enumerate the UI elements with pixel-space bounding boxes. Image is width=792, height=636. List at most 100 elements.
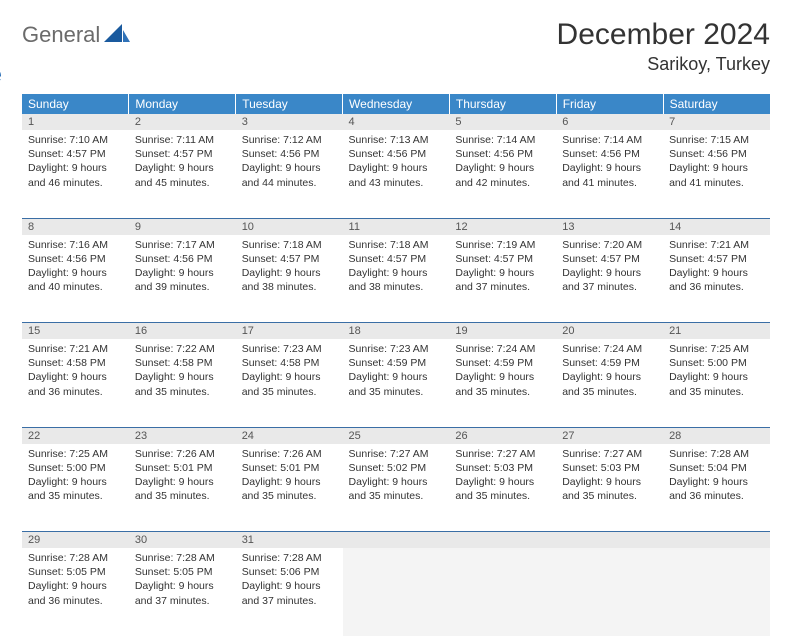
calendar-cell-num: 31 bbox=[236, 532, 343, 549]
calendar-cell-num: 25 bbox=[343, 427, 450, 444]
calendar-cell: Sunrise: 7:10 AMSunset: 4:57 PMDaylight:… bbox=[22, 130, 129, 218]
weekday-header: Sunday bbox=[22, 94, 129, 114]
day-number-empty bbox=[556, 532, 663, 548]
calendar-cell-num: 30 bbox=[129, 532, 236, 549]
day-number: 16 bbox=[129, 323, 236, 339]
calendar-cell-num: 12 bbox=[449, 218, 556, 235]
calendar-cell-num: 8 bbox=[22, 218, 129, 235]
calendar-cell-num: 9 bbox=[129, 218, 236, 235]
day-data: Sunrise: 7:23 AMSunset: 4:59 PMDaylight:… bbox=[343, 339, 450, 405]
location: Sarikoy, Turkey bbox=[557, 54, 770, 75]
day-data: Sunrise: 7:28 AMSunset: 5:05 PMDaylight:… bbox=[129, 548, 236, 614]
day-data: Sunrise: 7:16 AMSunset: 4:56 PMDaylight:… bbox=[22, 235, 129, 301]
day-data: Sunrise: 7:18 AMSunset: 4:57 PMDaylight:… bbox=[343, 235, 450, 301]
day-data: Sunrise: 7:17 AMSunset: 4:56 PMDaylight:… bbox=[129, 235, 236, 301]
calendar-cell-num: 3 bbox=[236, 114, 343, 130]
calendar-cell-num bbox=[449, 532, 556, 549]
day-data: Sunrise: 7:13 AMSunset: 4:56 PMDaylight:… bbox=[343, 130, 450, 196]
day-data: Sunrise: 7:19 AMSunset: 4:57 PMDaylight:… bbox=[449, 235, 556, 301]
calendar-cell-num: 13 bbox=[556, 218, 663, 235]
day-data: Sunrise: 7:14 AMSunset: 4:56 PMDaylight:… bbox=[449, 130, 556, 196]
day-number: 18 bbox=[343, 323, 450, 339]
day-number: 22 bbox=[22, 428, 129, 444]
day-data: Sunrise: 7:20 AMSunset: 4:57 PMDaylight:… bbox=[556, 235, 663, 301]
day-data: Sunrise: 7:28 AMSunset: 5:06 PMDaylight:… bbox=[236, 548, 343, 614]
calendar-cell: Sunrise: 7:17 AMSunset: 4:56 PMDaylight:… bbox=[129, 235, 236, 323]
day-data: Sunrise: 7:28 AMSunset: 5:05 PMDaylight:… bbox=[22, 548, 129, 614]
day-data: Sunrise: 7:25 AMSunset: 5:00 PMDaylight:… bbox=[22, 444, 129, 510]
day-number: 5 bbox=[449, 114, 556, 130]
calendar-cell: Sunrise: 7:28 AMSunset: 5:05 PMDaylight:… bbox=[22, 548, 129, 636]
calendar-cell-num: 14 bbox=[663, 218, 770, 235]
calendar-cell: Sunrise: 7:21 AMSunset: 4:58 PMDaylight:… bbox=[22, 339, 129, 427]
day-data: Sunrise: 7:21 AMSunset: 4:58 PMDaylight:… bbox=[22, 339, 129, 405]
day-number-empty bbox=[449, 532, 556, 548]
day-number: 31 bbox=[236, 532, 343, 548]
calendar-cell-num: 16 bbox=[129, 323, 236, 340]
calendar-cell-num: 28 bbox=[663, 427, 770, 444]
calendar-cell: Sunrise: 7:27 AMSunset: 5:03 PMDaylight:… bbox=[556, 444, 663, 532]
day-data: Sunrise: 7:10 AMSunset: 4:57 PMDaylight:… bbox=[22, 130, 129, 196]
day-number: 23 bbox=[129, 428, 236, 444]
calendar-cell: Sunrise: 7:28 AMSunset: 5:06 PMDaylight:… bbox=[236, 548, 343, 636]
day-number: 29 bbox=[22, 532, 129, 548]
calendar-cell-num: 4 bbox=[343, 114, 450, 130]
calendar-cell: Sunrise: 7:28 AMSunset: 5:04 PMDaylight:… bbox=[663, 444, 770, 532]
calendar-cell: Sunrise: 7:13 AMSunset: 4:56 PMDaylight:… bbox=[343, 130, 450, 218]
calendar-cell: Sunrise: 7:12 AMSunset: 4:56 PMDaylight:… bbox=[236, 130, 343, 218]
calendar-cell: Sunrise: 7:23 AMSunset: 4:59 PMDaylight:… bbox=[343, 339, 450, 427]
day-number: 26 bbox=[449, 428, 556, 444]
weekday-header: Friday bbox=[556, 94, 663, 114]
calendar-cell: Sunrise: 7:27 AMSunset: 5:03 PMDaylight:… bbox=[449, 444, 556, 532]
day-number: 10 bbox=[236, 219, 343, 235]
day-data: Sunrise: 7:12 AMSunset: 4:56 PMDaylight:… bbox=[236, 130, 343, 196]
calendar-table: SundayMondayTuesdayWednesdayThursdayFrid… bbox=[22, 94, 770, 636]
day-data: Sunrise: 7:24 AMSunset: 4:59 PMDaylight:… bbox=[449, 339, 556, 405]
calendar-cell: Sunrise: 7:18 AMSunset: 4:57 PMDaylight:… bbox=[236, 235, 343, 323]
day-number: 7 bbox=[663, 114, 770, 130]
day-number: 2 bbox=[129, 114, 236, 130]
calendar-cell: Sunrise: 7:25 AMSunset: 5:00 PMDaylight:… bbox=[22, 444, 129, 532]
calendar-cell-num: 11 bbox=[343, 218, 450, 235]
logo: General Blue bbox=[22, 24, 130, 86]
calendar-cell: Sunrise: 7:14 AMSunset: 4:56 PMDaylight:… bbox=[556, 130, 663, 218]
calendar-cell-num: 17 bbox=[236, 323, 343, 340]
day-data: Sunrise: 7:11 AMSunset: 4:57 PMDaylight:… bbox=[129, 130, 236, 196]
header: General Blue December 2024 Sarikoy, Turk… bbox=[22, 18, 770, 86]
calendar-cell-num: 6 bbox=[556, 114, 663, 130]
weekday-header: Saturday bbox=[663, 94, 770, 114]
calendar-cell: Sunrise: 7:28 AMSunset: 5:05 PMDaylight:… bbox=[129, 548, 236, 636]
weekday-header: Thursday bbox=[449, 94, 556, 114]
calendar-cell-num: 10 bbox=[236, 218, 343, 235]
calendar-cell: Sunrise: 7:26 AMSunset: 5:01 PMDaylight:… bbox=[129, 444, 236, 532]
empty-cell bbox=[343, 548, 450, 636]
day-data: Sunrise: 7:27 AMSunset: 5:02 PMDaylight:… bbox=[343, 444, 450, 510]
day-data: Sunrise: 7:21 AMSunset: 4:57 PMDaylight:… bbox=[663, 235, 770, 301]
day-number: 25 bbox=[343, 428, 450, 444]
logo-word-2: Blue bbox=[0, 64, 130, 86]
day-number: 6 bbox=[556, 114, 663, 130]
day-data: Sunrise: 7:27 AMSunset: 5:03 PMDaylight:… bbox=[449, 444, 556, 510]
calendar-cell-num: 26 bbox=[449, 427, 556, 444]
calendar-cell-num bbox=[663, 532, 770, 549]
calendar-cell: Sunrise: 7:16 AMSunset: 4:56 PMDaylight:… bbox=[22, 235, 129, 323]
weekday-header: Monday bbox=[129, 94, 236, 114]
calendar-cell-num: 22 bbox=[22, 427, 129, 444]
day-data: Sunrise: 7:28 AMSunset: 5:04 PMDaylight:… bbox=[663, 444, 770, 510]
calendar-cell-num: 1 bbox=[22, 114, 129, 130]
day-number: 3 bbox=[236, 114, 343, 130]
calendar-cell: Sunrise: 7:26 AMSunset: 5:01 PMDaylight:… bbox=[236, 444, 343, 532]
empty-cell bbox=[556, 548, 663, 636]
calendar-cell-num: 18 bbox=[343, 323, 450, 340]
day-number: 4 bbox=[343, 114, 450, 130]
calendar-cell-num: 2 bbox=[129, 114, 236, 130]
day-number: 30 bbox=[129, 532, 236, 548]
weekday-header-row: SundayMondayTuesdayWednesdayThursdayFrid… bbox=[22, 94, 770, 114]
calendar-cell-num bbox=[556, 532, 663, 549]
calendar-cell-num: 27 bbox=[556, 427, 663, 444]
calendar-cell: Sunrise: 7:21 AMSunset: 4:57 PMDaylight:… bbox=[663, 235, 770, 323]
day-number: 24 bbox=[236, 428, 343, 444]
calendar-cell: Sunrise: 7:15 AMSunset: 4:56 PMDaylight:… bbox=[663, 130, 770, 218]
day-number: 17 bbox=[236, 323, 343, 339]
calendar-cell-num: 19 bbox=[449, 323, 556, 340]
